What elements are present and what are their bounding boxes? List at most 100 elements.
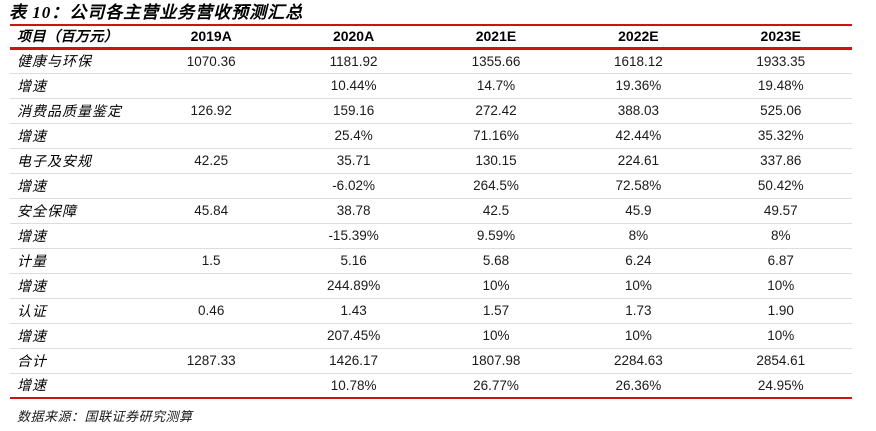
- row-label: 增速: [10, 123, 140, 149]
- cell-value: 26.77%: [424, 373, 568, 399]
- cell-value: 1.57: [424, 298, 568, 324]
- cell-value: 10%: [424, 323, 568, 349]
- table-row: 安全保障 45.84 38.78 42.5 45.9 49.57: [10, 198, 852, 224]
- table-row: 合计 1287.33 1426.17 1807.98 2284.63 2854.61: [10, 348, 852, 374]
- table-row: 增速 244.89% 10% 10% 10%: [10, 273, 852, 299]
- cell-value: 272.42: [424, 98, 568, 124]
- cell-value: 337.86: [709, 148, 852, 174]
- cell-value: 264.5%: [424, 173, 568, 199]
- cell-value: 1287.33: [140, 348, 283, 374]
- row-label: 消费品质量鉴定: [10, 98, 140, 124]
- cell-value: 10.78%: [282, 373, 425, 399]
- cell-value: 38.78: [282, 198, 425, 224]
- cell-value: -15.39%: [282, 223, 425, 249]
- row-label: 增速: [10, 73, 140, 99]
- cell-value: 388.03: [567, 98, 710, 124]
- row-label: 增速: [10, 373, 140, 399]
- column-header-item: 项目（百万元）: [10, 24, 140, 50]
- table-row: 认证 0.46 1.43 1.57 1.73 1.90: [10, 298, 852, 324]
- table-row: 增速 -15.39% 9.59% 8% 8%: [10, 223, 852, 249]
- data-source-note: 数据来源：国联证券研究测算: [17, 409, 193, 424]
- cell-value: 50.42%: [709, 173, 852, 199]
- cell-value: 10%: [709, 273, 852, 299]
- cell-value: 8%: [709, 223, 852, 249]
- cell-value: 1426.17: [282, 348, 425, 374]
- column-header-year: 2023E: [709, 24, 852, 50]
- cell-value: 42.5: [424, 198, 568, 224]
- cell-value: 1.43: [282, 298, 425, 324]
- cell-value: 224.61: [567, 148, 710, 174]
- cell-value: 130.15: [424, 148, 568, 174]
- cell-value: 6.24: [567, 248, 710, 274]
- cell-value: 26.36%: [567, 373, 710, 399]
- cell-value: [140, 223, 283, 249]
- column-header-year: 2022E: [567, 24, 710, 50]
- cell-value: [140, 173, 283, 199]
- cell-value: 10%: [567, 323, 710, 349]
- row-label: 合计: [10, 348, 140, 374]
- revenue-forecast-table: 项目（百万元） 2019A 2020A 2021E 2022E 2023E 健康与环保 10…: [10, 24, 852, 399]
- column-header-year: 2019A: [140, 24, 283, 50]
- cell-value: [140, 123, 283, 149]
- cell-value: 72.58%: [567, 173, 710, 199]
- row-label: 增速: [10, 323, 140, 349]
- table-row: 增速 25.4% 71.16% 42.44% 35.32%: [10, 123, 852, 149]
- table-row: 增速 -6.02% 264.5% 72.58% 50.42%: [10, 173, 852, 199]
- cell-value: 19.36%: [567, 73, 710, 99]
- cell-value: 10%: [567, 273, 710, 299]
- cell-value: 19.48%: [709, 73, 852, 99]
- column-header-year: 2021E: [424, 24, 568, 50]
- cell-value: [140, 73, 283, 99]
- row-label: 健康与环保: [10, 48, 140, 74]
- table-row: 增速 10.44% 14.7% 19.36% 19.48%: [10, 73, 852, 99]
- cell-value: 126.92: [140, 98, 283, 124]
- cell-value: 5.16: [282, 248, 425, 274]
- cell-value: 525.06: [709, 98, 852, 124]
- row-label: 增速: [10, 273, 140, 299]
- cell-value: 244.89%: [282, 273, 425, 299]
- cell-value: 45.84: [140, 198, 283, 224]
- cell-value: 207.45%: [282, 323, 425, 349]
- row-label: 增速: [10, 223, 140, 249]
- cell-value: [140, 323, 283, 349]
- cell-value: 10.44%: [282, 73, 425, 99]
- cell-value: 5.68: [424, 248, 568, 274]
- row-label: 计量: [10, 248, 140, 274]
- row-label: 增速: [10, 173, 140, 199]
- row-label: 电子及安规: [10, 148, 140, 174]
- table-row: 消费品质量鉴定 126.92 159.16 272.42 388.03 525.06: [10, 98, 852, 124]
- cell-value: 1181.92: [282, 48, 425, 74]
- cell-value: -6.02%: [282, 173, 425, 199]
- cell-value: 35.71: [282, 148, 425, 174]
- cell-value: 1355.66: [424, 48, 568, 74]
- cell-value: 45.9: [567, 198, 710, 224]
- table-row: 增速 10.78% 26.77% 26.36% 24.95%: [10, 373, 852, 399]
- cell-value: 8%: [567, 223, 710, 249]
- cell-value: 159.16: [282, 98, 425, 124]
- cell-value: 25.4%: [282, 123, 425, 149]
- cell-value: 42.44%: [567, 123, 710, 149]
- table-row: 计量 1.5 5.16 5.68 6.24 6.87: [10, 248, 852, 274]
- cell-value: 2284.63: [567, 348, 710, 374]
- column-header-year: 2020A: [282, 24, 425, 50]
- cell-value: 35.32%: [709, 123, 852, 149]
- cell-value: 1618.12: [567, 48, 710, 74]
- table-header-row: 项目（百万元） 2019A 2020A 2021E 2022E 2023E: [10, 24, 852, 50]
- cell-value: 14.7%: [424, 73, 568, 99]
- cell-value: 1807.98: [424, 348, 568, 374]
- cell-value: 6.87: [709, 248, 852, 274]
- cell-value: [140, 373, 283, 399]
- cell-value: 49.57: [709, 198, 852, 224]
- cell-value: 1.90: [709, 298, 852, 324]
- cell-value: 9.59%: [424, 223, 568, 249]
- cell-value: 1.5: [140, 248, 283, 274]
- table-title: 表 10：公司各主营业务营收预测汇总: [9, 3, 304, 22]
- cell-value: 1933.35: [709, 48, 852, 74]
- table-row: 健康与环保 1070.36 1181.92 1355.66 1618.12 1933.35: [10, 48, 852, 74]
- cell-value: 10%: [424, 273, 568, 299]
- cell-value: 0.46: [140, 298, 283, 324]
- cell-value: 24.95%: [709, 373, 852, 399]
- row-label: 安全保障: [10, 198, 140, 224]
- cell-value: 42.25: [140, 148, 283, 174]
